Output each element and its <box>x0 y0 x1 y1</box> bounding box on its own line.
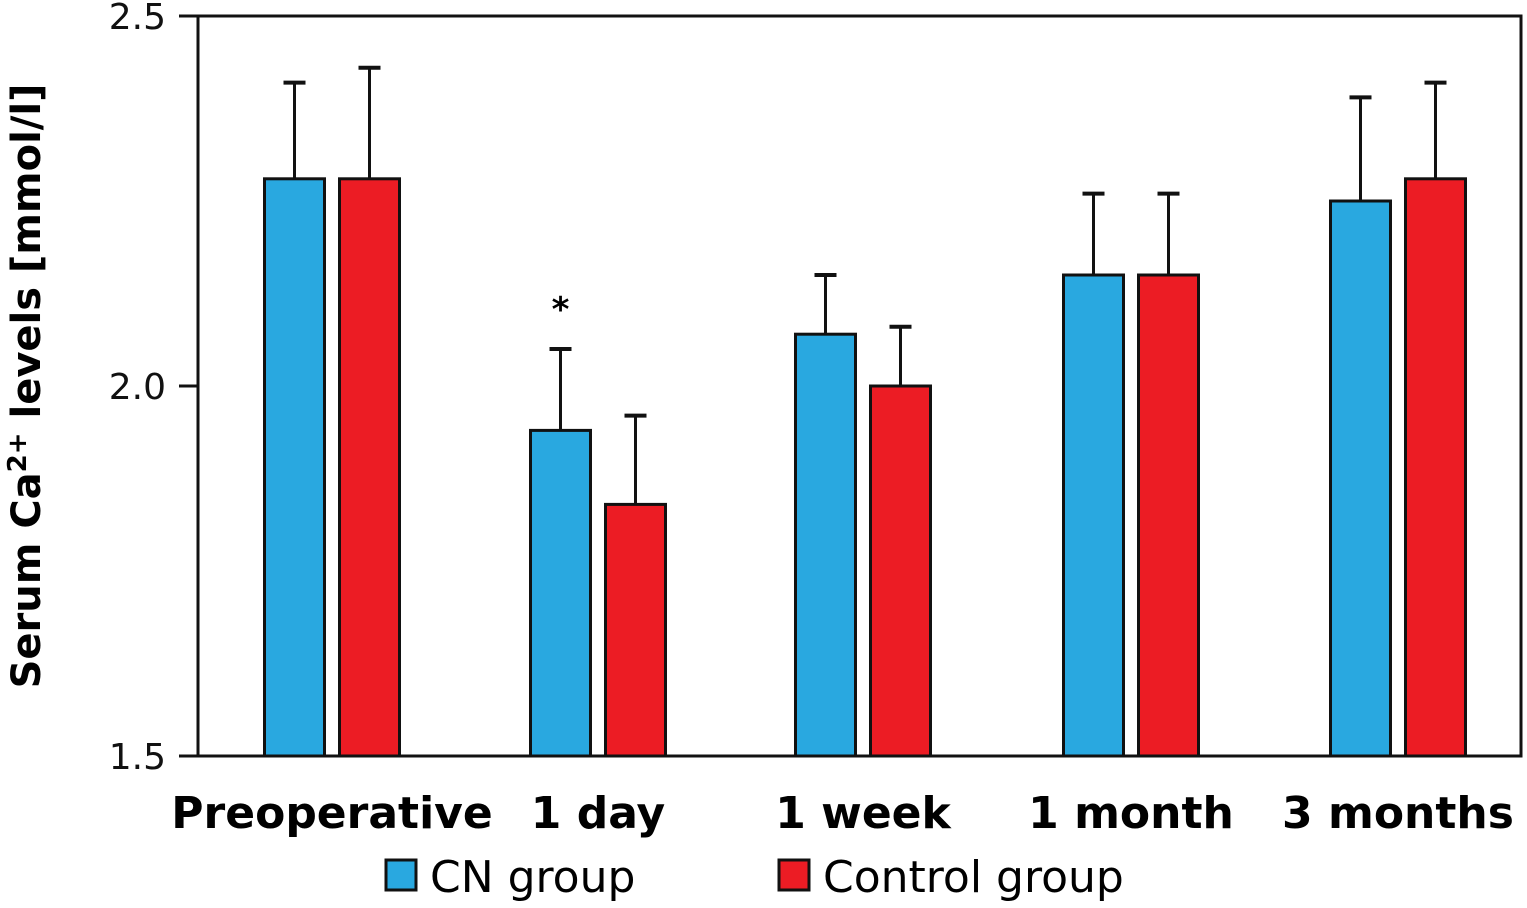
legend: CN group Control group <box>384 852 1124 903</box>
legend-swatch <box>384 858 418 892</box>
bar-control-group-1-month <box>1137 273 1200 758</box>
bar-cn-group-3-months <box>1329 199 1392 758</box>
bar-control-group-3-months <box>1404 177 1467 758</box>
bar-control-group-1-day <box>604 502 667 758</box>
y-tick-label: 2.5 <box>109 0 166 38</box>
legend-label: CN group <box>430 852 635 903</box>
y-axis-ticks: 1.5 2.0 2.5 <box>109 0 198 778</box>
bars <box>263 177 1467 758</box>
x-tick-label: 1 month <box>1028 788 1234 839</box>
bar-cn-group-1-month <box>1062 273 1125 758</box>
bar-control-group-preoperative <box>338 177 401 758</box>
annotations: * <box>552 290 570 330</box>
x-axis-labels: Preoperative 1 day 1 week 1 month 3 months <box>171 788 1514 839</box>
x-tick-label: 3 months <box>1282 788 1514 839</box>
bar-cn-group-preoperative <box>263 177 326 758</box>
y-tick-label: 1.5 <box>109 737 166 778</box>
significance-marker: * <box>552 290 570 330</box>
error-bars <box>283 65 1447 505</box>
legend-swatch <box>777 858 811 892</box>
y-tick-label: 2.0 <box>109 367 166 408</box>
bar-cn-group-1-week <box>794 332 857 758</box>
x-tick-label: 1 week <box>775 788 952 839</box>
legend-item: Control group <box>777 852 1124 903</box>
x-tick-label: Preoperative <box>171 788 492 839</box>
bar-cn-group-1-day <box>529 428 592 758</box>
y-axis-label: Serum Ca2+ levels [mmol/l] <box>3 84 50 689</box>
bar-control-group-1-week <box>869 384 932 758</box>
legend-label: Control group <box>823 852 1124 903</box>
legend-item: CN group <box>384 852 635 903</box>
x-tick-label: 1 day <box>531 788 665 839</box>
